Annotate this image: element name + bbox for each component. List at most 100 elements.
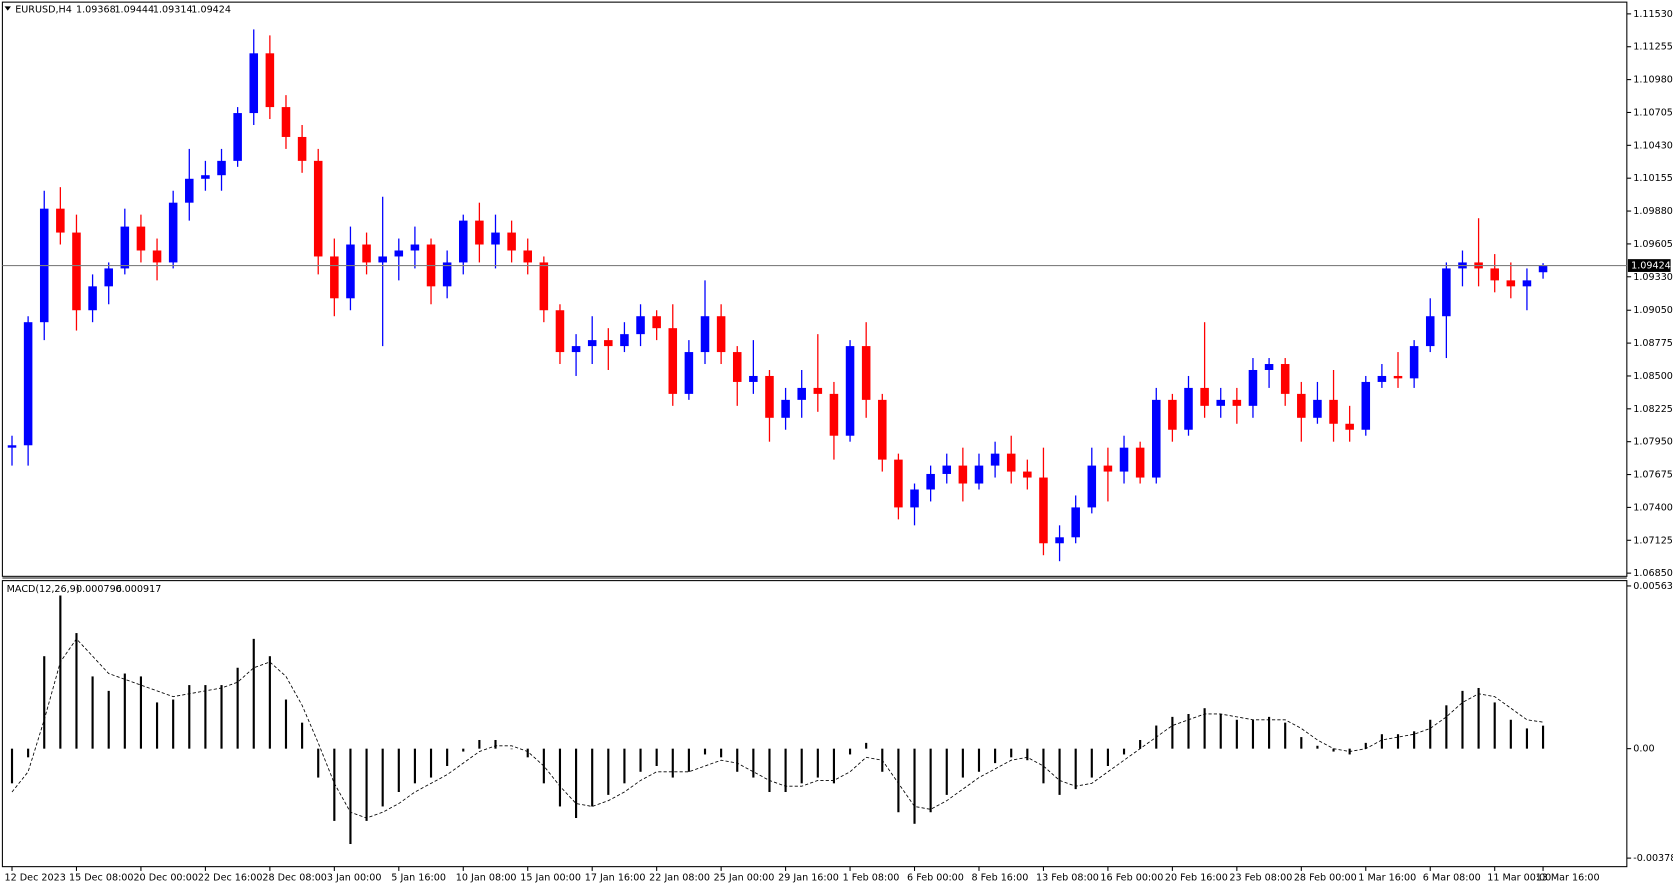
candle-body bbox=[636, 316, 645, 335]
candle-body bbox=[1087, 465, 1097, 508]
macd-bar bbox=[1058, 748, 1061, 795]
candle-body bbox=[458, 220, 468, 263]
candle-body bbox=[507, 232, 516, 251]
candle-body bbox=[1248, 369, 1258, 406]
header-open: 1.09368 bbox=[76, 5, 116, 16]
candle-body bbox=[1103, 465, 1113, 472]
candle-body bbox=[974, 465, 984, 484]
candle-body bbox=[1506, 280, 1516, 287]
candle-body bbox=[330, 256, 339, 299]
candle-body bbox=[1409, 346, 1419, 379]
macd-bar bbox=[848, 748, 852, 755]
candle-body bbox=[1071, 507, 1080, 538]
macd-bar bbox=[1332, 748, 1335, 752]
x-tick-label: 20 Feb 16:00 bbox=[1165, 872, 1228, 883]
y-tick-label: 1.09880 bbox=[1633, 206, 1673, 217]
candle-body bbox=[620, 334, 629, 347]
candle-body bbox=[201, 175, 210, 179]
macd-bar bbox=[1026, 748, 1029, 761]
y-tick-label: 1.11530 bbox=[1633, 9, 1673, 20]
x-tick-label: 22 Dec 16:00 bbox=[198, 872, 263, 883]
y-tick-label: 0.005631 bbox=[1633, 581, 1673, 592]
macd-bar bbox=[671, 748, 674, 778]
macd-bar bbox=[220, 685, 223, 749]
macd-bar bbox=[397, 748, 400, 793]
macd-bar bbox=[301, 722, 304, 749]
macd-bar bbox=[1509, 719, 1512, 749]
macd-bar bbox=[446, 748, 449, 766]
signal-value: 0.000917 bbox=[116, 584, 162, 595]
candle-body bbox=[491, 232, 500, 245]
candle-body bbox=[926, 473, 935, 490]
x-tick-label: 13 Feb 08:00 bbox=[1036, 872, 1099, 883]
macd-bar bbox=[10, 748, 14, 784]
candle-body bbox=[523, 250, 532, 263]
x-tick-label: 3 Jan 00:00 bbox=[327, 872, 382, 883]
candle-body bbox=[185, 178, 194, 203]
macd-bar bbox=[365, 748, 368, 821]
candle-body bbox=[1006, 453, 1016, 472]
y-tick-label: 1.08775 bbox=[1633, 338, 1673, 349]
x-tick-label: 28 Dec 08:00 bbox=[262, 872, 327, 883]
candle-body bbox=[1023, 471, 1032, 478]
candle-body bbox=[604, 340, 613, 347]
candle-body bbox=[249, 53, 259, 114]
y-tick-label: 1.07950 bbox=[1633, 437, 1673, 448]
x-tick-label: 15 Dec 08:00 bbox=[69, 872, 134, 883]
macd-bar bbox=[897, 748, 900, 813]
candle-body bbox=[1055, 537, 1064, 544]
candle-body bbox=[1039, 477, 1048, 544]
macd-bar bbox=[478, 739, 481, 749]
candle-body bbox=[233, 113, 242, 161]
macd-bar bbox=[1413, 731, 1416, 749]
candle-body bbox=[571, 346, 581, 353]
header-close: 1.09424 bbox=[191, 5, 231, 16]
x-tick-label: 20 Dec 00:00 bbox=[133, 872, 198, 883]
macd-bar bbox=[155, 702, 159, 749]
macd-bar bbox=[1525, 728, 1529, 749]
candle-body bbox=[555, 310, 565, 353]
macd-bar bbox=[977, 748, 981, 772]
macd-bar bbox=[204, 685, 207, 749]
x-tick-label: 11 Mar 00:00 bbox=[1487, 872, 1551, 883]
candle-body bbox=[136, 226, 146, 251]
candle-body bbox=[362, 244, 371, 263]
candle-body bbox=[652, 316, 661, 329]
y-tick-label: 1.09605 bbox=[1633, 239, 1673, 250]
candle-body bbox=[1393, 375, 1403, 379]
macd-bar bbox=[639, 748, 642, 772]
macd-bar bbox=[1477, 687, 1480, 749]
candle-body bbox=[845, 346, 855, 436]
macd-bar bbox=[1493, 702, 1496, 749]
y-tick-label: 1.10980 bbox=[1633, 75, 1673, 86]
candle-body bbox=[1522, 280, 1532, 287]
candle-body bbox=[72, 232, 81, 311]
macd-bar bbox=[75, 633, 78, 749]
candle-body bbox=[797, 387, 806, 400]
macd-bar bbox=[1300, 737, 1303, 749]
macd-bar bbox=[1235, 719, 1238, 749]
macd-bar bbox=[429, 748, 433, 778]
macd-bar bbox=[1074, 748, 1077, 790]
candle-body bbox=[7, 445, 17, 448]
y-tick-label: 1.10705 bbox=[1633, 107, 1673, 118]
candle-body bbox=[684, 352, 694, 394]
symbol-menu-arrow[interactable] bbox=[4, 6, 11, 11]
candle-body bbox=[1377, 375, 1387, 382]
macd-bar bbox=[865, 742, 868, 749]
price-pane bbox=[1, 1, 1628, 577]
y-tick-label: 1.07400 bbox=[1633, 502, 1673, 513]
macd-bar bbox=[1010, 748, 1013, 758]
candle-body bbox=[394, 250, 404, 257]
candle-body bbox=[942, 465, 952, 474]
candle-body bbox=[716, 316, 726, 353]
macd-bar bbox=[139, 676, 143, 749]
macd-bar bbox=[1139, 739, 1142, 749]
y-tick-label: 1.06850 bbox=[1633, 568, 1673, 579]
candle-body bbox=[1361, 381, 1371, 430]
y-tick-label: 0.00 bbox=[1633, 744, 1654, 755]
macd-bar bbox=[333, 748, 336, 821]
x-tick-label: 1 Mar 16:00 bbox=[1358, 872, 1416, 883]
x-tick-label: 28 Feb 00:00 bbox=[1294, 872, 1357, 883]
